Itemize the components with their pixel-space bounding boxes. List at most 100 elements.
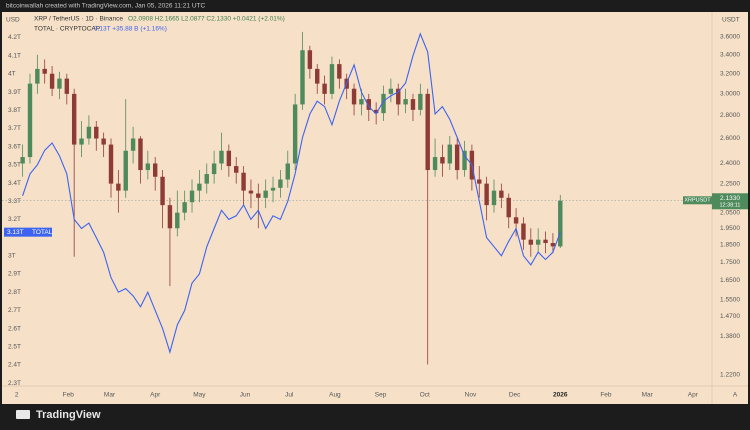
x-tick-label: Apr xyxy=(688,392,699,399)
candle-body xyxy=(42,68,47,74)
legend-xrp: XRP / TetherUS · 1D · Binance xyxy=(34,16,123,23)
candle-body xyxy=(513,217,519,224)
x-tick-label: Mar xyxy=(104,392,116,399)
candle-body xyxy=(528,239,534,245)
y2-tick-label: 2.8T xyxy=(8,289,21,296)
candle-body xyxy=(499,190,504,198)
y2-tick-label: 3.5T xyxy=(8,162,21,169)
candle-body xyxy=(300,50,305,105)
candle-body xyxy=(256,193,261,198)
x-tick-label: Sep xyxy=(375,392,387,399)
candle-body xyxy=(49,73,55,89)
last-total-box xyxy=(4,227,52,237)
last-price-box xyxy=(712,193,748,210)
candle-body xyxy=(130,138,136,151)
candle-body xyxy=(263,190,268,198)
brand-logo xyxy=(16,410,30,419)
candle-body xyxy=(351,88,357,105)
y-tick-label: 3.0000 xyxy=(720,91,740,98)
candle-body xyxy=(278,179,283,188)
candle-body xyxy=(366,99,371,110)
legend-total: TOTAL · CRYPTOCAP xyxy=(34,26,100,33)
candle-body xyxy=(71,93,77,145)
right-unit: USDT xyxy=(722,17,740,24)
candle-body xyxy=(182,202,187,213)
line-series xyxy=(22,32,561,355)
y-tick-label: 2.8000 xyxy=(720,112,740,119)
candle-body xyxy=(521,223,526,240)
candle-body xyxy=(388,88,394,94)
candle-body xyxy=(543,239,548,244)
x-tick-label: Feb xyxy=(600,392,612,399)
candle-body xyxy=(396,88,401,105)
candle-body xyxy=(226,150,232,167)
y-tick-label: 2.6000 xyxy=(720,135,740,142)
candle-body xyxy=(167,205,173,229)
y2-tick-label: 3.2T xyxy=(8,216,21,223)
y-tick-label: 1.7500 xyxy=(720,259,740,266)
symbol-label: XRPUSDT xyxy=(684,198,711,204)
candle-body xyxy=(418,93,423,110)
credit: bitcoinwallah created with TradingView.c… xyxy=(6,3,206,10)
y2-tick-label: 2.3T xyxy=(8,380,21,387)
y2-tick-label: 3.7T xyxy=(8,125,21,132)
y-tick-label: 3.4000 xyxy=(720,52,740,59)
candle-body xyxy=(432,157,438,171)
y-tick-label: 2.0500 xyxy=(720,209,740,216)
candle-body xyxy=(440,157,445,164)
y2-tick-label: 3.4T xyxy=(8,180,21,187)
candle-body xyxy=(329,64,335,94)
y2-tick-label: 4.1T xyxy=(8,52,21,59)
candle-body xyxy=(447,144,453,164)
y2-tick-label: 2.4T xyxy=(8,362,21,369)
y-tick-label: 2.2500 xyxy=(720,180,740,187)
y2-tick-label: 2.6T xyxy=(8,325,21,332)
candle-body xyxy=(373,109,379,114)
brand: TradingView xyxy=(16,409,101,421)
candle-body xyxy=(64,78,70,94)
candle-body xyxy=(86,126,92,139)
y2-tick-label: 2.9T xyxy=(8,271,21,278)
candle-body xyxy=(20,157,25,164)
symbol-box xyxy=(683,196,712,205)
x-tick-label: Nov xyxy=(465,392,477,399)
x-tick-label: Apr xyxy=(150,392,161,399)
candle-body xyxy=(219,150,224,164)
y-tick-label: 3.2000 xyxy=(720,70,740,77)
y-tick-label: 1.3800 xyxy=(720,333,740,340)
y2-tick-label: 4T xyxy=(8,71,16,78)
y2-tick-label: 4.2T xyxy=(8,34,21,41)
candle-body xyxy=(123,150,128,191)
candle-body xyxy=(101,138,106,145)
candle-body xyxy=(484,183,489,206)
candle-body xyxy=(550,243,556,247)
candle-body xyxy=(234,166,239,173)
x-tick-label: 2026 xyxy=(553,392,568,399)
y2-tick-label: 2.7T xyxy=(8,307,21,314)
candle-body xyxy=(189,190,195,203)
candle-body xyxy=(285,163,290,180)
y2-tick-label: 3.3T xyxy=(8,198,21,205)
last-total-name: TOTAL xyxy=(32,229,53,236)
candle-body xyxy=(491,190,497,206)
y-tick-label: 2.4000 xyxy=(720,160,740,167)
y-tick-label: 1.9500 xyxy=(720,225,740,232)
candle-body xyxy=(337,64,342,79)
candle-body xyxy=(27,83,33,158)
candle-body xyxy=(535,239,541,245)
y-tick-label: 1.2200 xyxy=(720,371,740,378)
left-unit: USD xyxy=(6,17,20,24)
candle-body xyxy=(197,183,202,191)
x-tick-label: Oct xyxy=(420,392,430,399)
legend-xrp-stats: O2.0908 H2.1665 L2.0877 C2.1330 +0.0421 … xyxy=(128,16,285,23)
auto-scale-button[interactable]: A xyxy=(733,392,738,399)
candle-body xyxy=(425,93,430,171)
candle-body xyxy=(315,68,320,84)
y-tick-label: 3.6000 xyxy=(720,34,740,41)
x-tick-label: 2 xyxy=(15,392,19,399)
candle-body xyxy=(108,144,114,184)
y-tick-label: 1.5500 xyxy=(720,297,740,304)
candle-body xyxy=(160,176,165,206)
chart-bg xyxy=(2,12,748,404)
